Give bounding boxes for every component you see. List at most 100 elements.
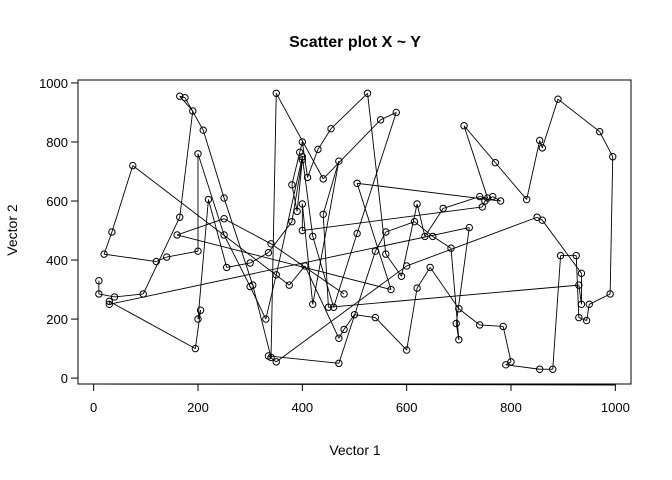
connector-line — [463, 125, 496, 163]
data-point — [100, 250, 108, 258]
data-point — [303, 173, 312, 182]
data-point — [522, 195, 531, 204]
data-point — [452, 319, 460, 328]
data-point — [314, 145, 322, 154]
data-point — [382, 228, 390, 236]
connector-line — [226, 262, 251, 268]
data-point — [220, 231, 228, 239]
chart-title: Scatter plot X ~ Y — [289, 34, 421, 51]
connector-line — [302, 206, 483, 231]
connecting-lines — [98, 92, 614, 370]
data-point — [222, 263, 231, 272]
y-tick-label: 600 — [46, 194, 68, 209]
connector-line — [443, 196, 480, 209]
data-point — [105, 297, 114, 306]
connector-line — [301, 141, 308, 178]
connector-line — [304, 265, 340, 339]
data-point — [499, 322, 507, 331]
connector-line — [317, 128, 332, 150]
data-point — [199, 126, 207, 134]
data-point — [272, 271, 280, 279]
data-point — [105, 300, 114, 309]
x-tick-label: 1000 — [601, 400, 630, 415]
connector-line — [207, 199, 228, 268]
connector-line — [557, 98, 600, 133]
data-point — [439, 204, 447, 213]
data-point — [502, 361, 510, 369]
data-point — [194, 315, 202, 323]
connector-line — [114, 293, 144, 298]
data-point — [554, 95, 562, 103]
data-point — [350, 310, 359, 319]
data-point — [397, 272, 406, 280]
connector-line — [526, 140, 541, 200]
connector-line — [385, 221, 415, 233]
connector-line — [296, 159, 303, 212]
data-point — [285, 281, 293, 289]
connector-line — [505, 364, 540, 370]
connector-line — [578, 317, 587, 321]
data-point — [371, 313, 380, 322]
data-point — [577, 269, 586, 278]
connector-line — [111, 165, 134, 233]
connector-line — [109, 227, 470, 305]
connector-line — [338, 329, 345, 339]
data-point — [585, 300, 593, 309]
connector-line — [156, 256, 167, 262]
connector-line — [223, 234, 251, 287]
connector-line — [252, 285, 272, 358]
data-point — [413, 200, 421, 208]
data-point — [194, 150, 202, 158]
connector-line — [322, 119, 381, 180]
data-point — [296, 148, 304, 157]
data-point — [335, 359, 343, 368]
y-tick-label: 400 — [46, 253, 68, 268]
connector-line — [270, 243, 345, 295]
data-point — [95, 276, 103, 285]
data-point — [272, 89, 280, 97]
data-point — [288, 217, 296, 226]
data-point — [478, 203, 487, 211]
connector-line — [176, 218, 225, 236]
data-point — [582, 316, 591, 325]
connector-line — [291, 184, 298, 212]
connector-line — [223, 218, 272, 245]
data-point — [301, 262, 309, 270]
y-tick-label: 1000 — [39, 76, 68, 91]
connector-line — [104, 253, 157, 262]
connector-line — [265, 274, 277, 320]
connector-line — [197, 153, 225, 236]
data-point — [496, 197, 505, 205]
connector-line — [416, 267, 431, 289]
data-point — [324, 303, 333, 311]
data-point — [460, 122, 468, 130]
data-point — [329, 303, 338, 311]
connector-line — [299, 141, 303, 153]
data-point — [204, 195, 213, 204]
data-point — [220, 194, 228, 202]
data-point — [538, 216, 547, 224]
x-tick-label: 200 — [187, 400, 209, 415]
data-point — [455, 305, 463, 313]
y-tick-label: 0 — [61, 371, 68, 386]
data-point — [465, 223, 473, 232]
connector-line — [450, 248, 460, 340]
data-point — [298, 138, 307, 146]
connector-line — [179, 95, 186, 99]
data-point — [288, 181, 296, 189]
data-point — [577, 300, 586, 309]
data-point — [575, 313, 583, 322]
connector-line — [484, 196, 493, 202]
y-tick-label: 200 — [46, 312, 68, 327]
connector-line — [177, 234, 392, 290]
data-point — [609, 153, 617, 161]
connector-line — [249, 286, 267, 320]
data-point — [387, 285, 395, 294]
connector-line — [552, 255, 562, 370]
connector-line — [301, 156, 314, 237]
connector-line — [367, 93, 387, 255]
connector-line — [385, 253, 402, 277]
data-point — [371, 247, 380, 255]
data-point — [110, 293, 119, 301]
